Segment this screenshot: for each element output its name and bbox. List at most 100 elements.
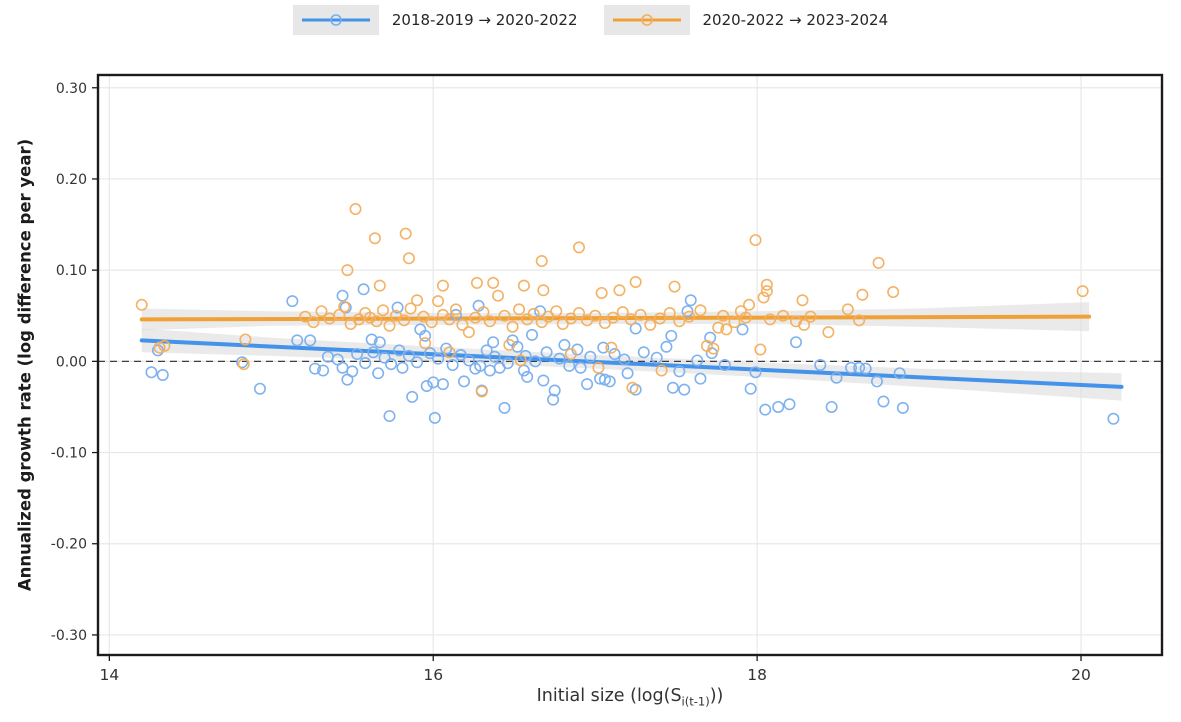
data-point [503,338,516,351]
data-point [307,316,320,329]
data-point [608,348,621,361]
data-point [754,343,767,356]
data-point [357,283,370,296]
data-point [315,305,328,318]
data-point [798,318,811,331]
data-point [845,361,858,374]
x-axis-label: Initial size (log(Si(t-1))) [536,686,724,709]
data-point [517,279,530,292]
data-point [841,303,854,316]
data-point [605,341,618,354]
data-point [419,337,432,350]
data-point [291,334,304,347]
data-point [487,336,500,349]
y-tick-label: -0.10 [51,446,87,462]
data-point [537,374,550,387]
data-point [616,306,629,319]
data-point [309,362,322,375]
data-point [548,384,561,397]
data-point [783,398,796,411]
y-tick-label: 0.20 [56,172,87,188]
data-point [417,310,430,323]
data-point [550,305,563,318]
data-point [853,361,866,374]
data-point [660,340,673,353]
data-point [483,364,496,377]
data-point [488,350,501,363]
data-point [483,315,496,328]
data-point [859,362,872,375]
data-point [749,234,762,247]
data-point [462,326,475,339]
data-point [419,329,432,342]
data-point [373,336,386,349]
data-point [498,309,511,322]
data-point [436,279,449,292]
data-point [822,326,835,339]
data-point [454,348,467,361]
data-point [744,382,757,395]
data-point [411,356,424,369]
data-point [589,309,602,322]
data-point [896,401,909,414]
data-point [239,333,252,346]
y-tick-label: 0.00 [56,354,87,370]
data-point [428,411,441,424]
data-point [684,294,697,307]
data-point [626,381,639,394]
data-point [396,361,409,374]
legend-key-line-marker-icon [603,5,690,35]
data-point [402,349,415,362]
y-tick-label: 0.30 [56,81,87,97]
data-point [372,367,385,380]
data-point [650,351,663,364]
data-point [644,318,657,331]
legend-label-series2: 2020-2022 → 2023-2024 [702,11,889,29]
data-point [665,329,678,342]
data-point [856,288,869,301]
data-point [462,354,475,367]
data-point [712,321,725,334]
data-point [378,351,391,364]
data-point [458,375,471,388]
data-point [814,358,827,371]
data-point [501,357,514,370]
data-point [158,339,171,352]
x-tick-label: 20 [1071,666,1091,684]
data-point [870,375,883,388]
data-point [629,322,642,335]
data-point [700,339,713,352]
data-point [673,365,686,378]
data-point [517,364,530,377]
data-point [634,308,647,321]
data-point [759,403,772,416]
data-point [556,317,569,330]
data-point [346,365,359,378]
data-point [391,301,404,314]
data-point [893,367,906,380]
data-point [637,346,650,359]
data-point [542,310,555,323]
data-point [595,286,608,299]
data-point [420,379,433,392]
data-point [717,309,730,322]
data-point [772,400,785,413]
data-point [480,344,493,357]
data-point [694,304,707,317]
data-point [487,276,500,289]
data-point [629,276,642,289]
data-point [145,366,158,379]
data-point [411,294,424,307]
data-point [351,348,364,361]
data-point [526,328,539,341]
data-point [425,316,438,329]
data-point [449,303,462,316]
data-point [370,315,383,328]
data-point [477,306,490,319]
data-point [423,347,436,360]
data-point [668,280,681,293]
data-point [299,310,312,323]
data-point [368,232,381,245]
data-point [474,359,487,372]
